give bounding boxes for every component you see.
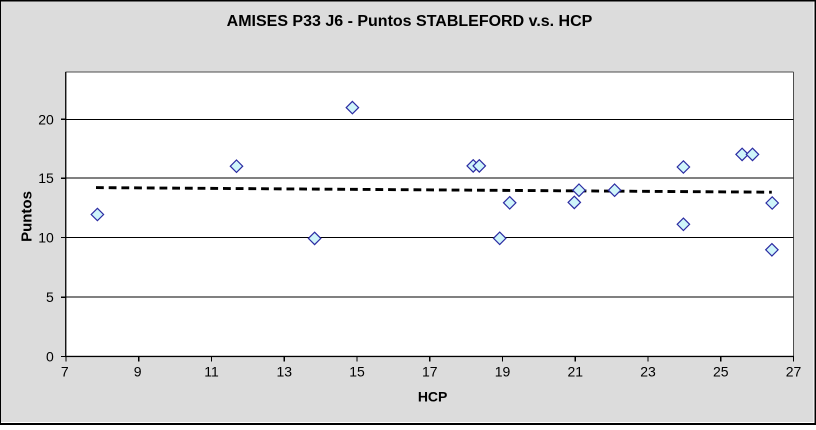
svg-text:20: 20 [38,111,54,127]
svg-text:Puntos: Puntos [19,191,36,242]
svg-text:HCP: HCP [418,389,448,405]
svg-text:15: 15 [38,170,54,186]
svg-text:10: 10 [38,229,54,245]
svg-text:21: 21 [567,363,583,379]
svg-text:27: 27 [786,363,802,379]
svg-text:0: 0 [46,348,54,364]
svg-text:9: 9 [134,363,142,379]
svg-text:15: 15 [349,363,365,379]
svg-text:25: 25 [713,363,729,379]
svg-text:17: 17 [422,363,438,379]
svg-text:19: 19 [495,363,511,379]
svg-text:7: 7 [61,363,69,379]
svg-text:11: 11 [204,363,219,379]
svg-text:5: 5 [46,289,54,305]
svg-text:23: 23 [640,363,656,379]
svg-text:AMISES P33 J6 - Puntos STABLEF: AMISES P33 J6 - Puntos STABLEFORD v.s. H… [227,13,593,30]
svg-text:13: 13 [276,363,292,379]
